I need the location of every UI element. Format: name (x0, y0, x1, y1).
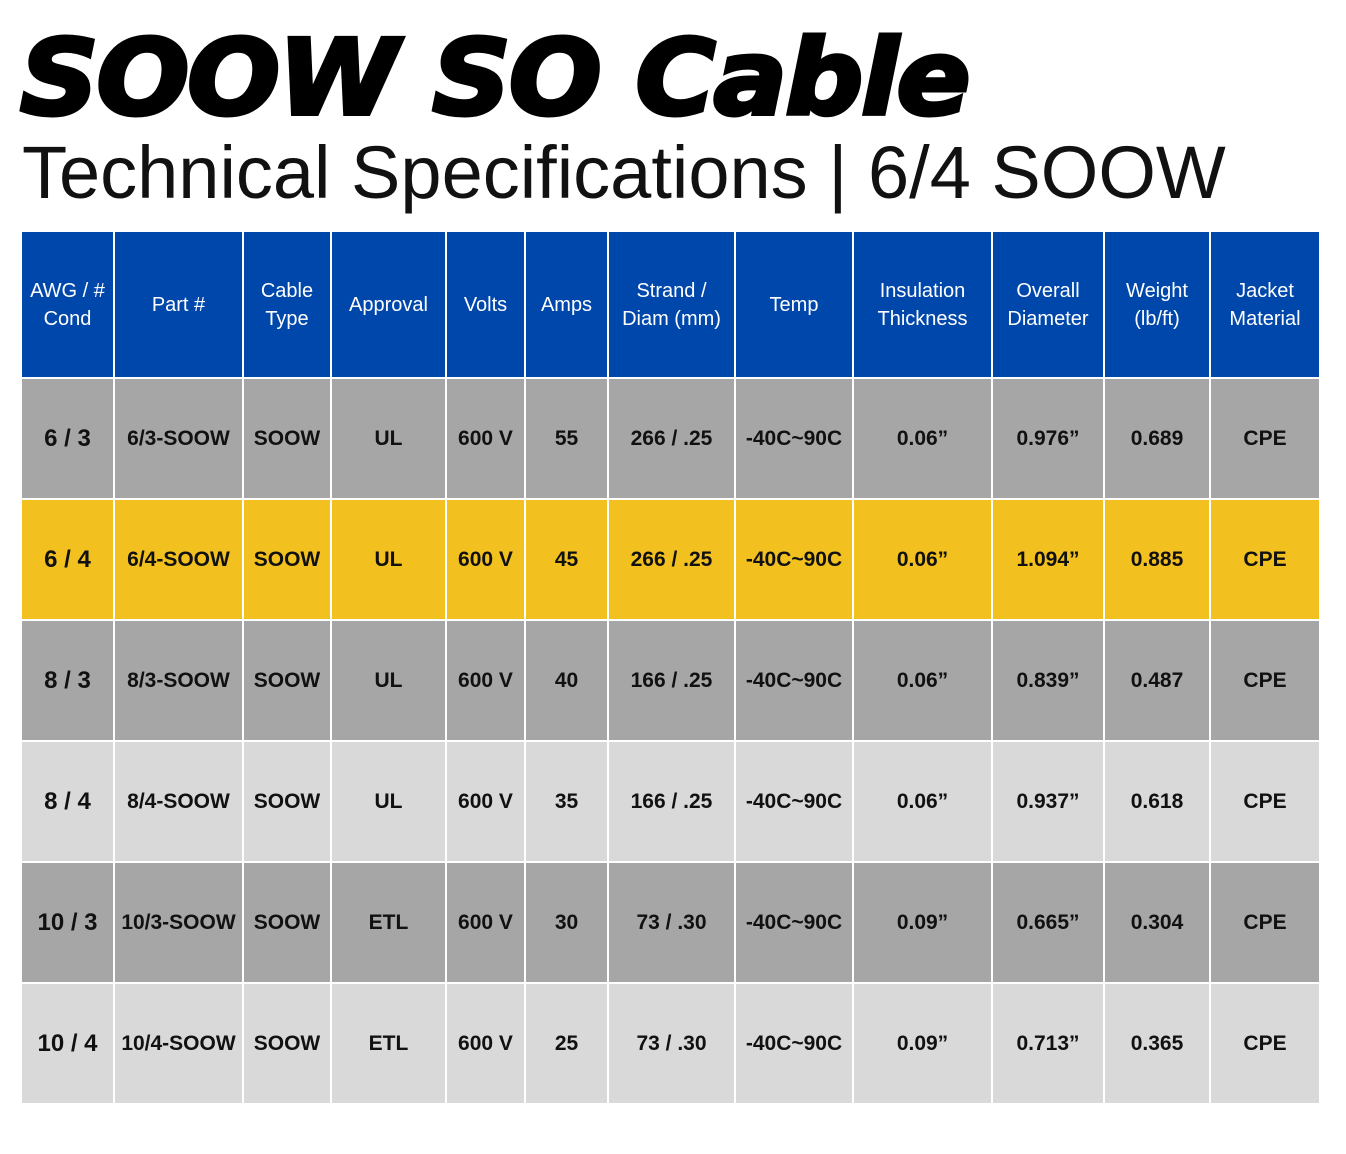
table-cell: 0.839” (993, 621, 1103, 740)
table-row: 8 / 4 8/4-SOOW SOOW UL 600 V 35 166 / .25 -40C~… (22, 742, 1319, 861)
table-cell: 600 V (447, 742, 524, 861)
table-cell: 6/4-SOOW (115, 500, 242, 619)
header-row: AWG / # Cond Part # Cable Type Approval Volt… (22, 232, 1319, 377)
table-cell: 30 (526, 863, 607, 982)
table-cell: 45 (526, 500, 607, 619)
table-cell: 266 / .25 (609, 379, 734, 498)
table-cell: -40C~90C (736, 742, 852, 861)
table-cell: UL (332, 621, 445, 740)
spec-table: AWG / # Cond Part # Cable Type Approval Volt… (20, 230, 1321, 1105)
table-cell: 0.885 (1105, 500, 1209, 619)
table-cell: 0.06” (854, 500, 991, 619)
table-cell: 10 / 3 (22, 863, 113, 982)
column-header: Volts (447, 232, 524, 377)
table-cell: 10/3-SOOW (115, 863, 242, 982)
table-cell: SOOW (244, 984, 330, 1103)
column-header: Strand / Diam (mm) (609, 232, 734, 377)
table-cell: 0.713” (993, 984, 1103, 1103)
table-cell: 6 / 4 (22, 500, 113, 619)
column-header: Temp (736, 232, 852, 377)
table-cell: ETL (332, 863, 445, 982)
table-cell: 600 V (447, 379, 524, 498)
column-header: Jacket Material (1211, 232, 1319, 377)
table-row: 10 / 3 10/3-SOOW SOOW ETL 600 V 30 73 / .30 -40… (22, 863, 1319, 982)
table-cell: 73 / .30 (609, 863, 734, 982)
table-cell: UL (332, 742, 445, 861)
table-cell: 0.09” (854, 984, 991, 1103)
table-cell: SOOW (244, 500, 330, 619)
table-cell: CPE (1211, 984, 1319, 1103)
column-header: Cable Type (244, 232, 330, 377)
table-cell: 73 / .30 (609, 984, 734, 1103)
table-cell: CPE (1211, 621, 1319, 740)
table-cell: 0.665” (993, 863, 1103, 982)
column-header: Part # (115, 232, 242, 377)
page-subtitle: Technical Specifications | 6/4 SOOW (22, 131, 1226, 214)
table-cell: 8/3-SOOW (115, 621, 242, 740)
table-cell: -40C~90C (736, 621, 852, 740)
table-cell: CPE (1211, 500, 1319, 619)
table-body: 6 / 3 6/3-SOOW SOOW UL 600 V 55 266 / .25 -40C~… (22, 379, 1319, 1103)
table-cell: CPE (1211, 742, 1319, 861)
table-cell: -40C~90C (736, 984, 852, 1103)
table-cell: 6/3-SOOW (115, 379, 242, 498)
table-cell: 0.365 (1105, 984, 1209, 1103)
column-header: AWG / # Cond (22, 232, 113, 377)
table-cell: 600 V (447, 621, 524, 740)
table-cell: 0.618 (1105, 742, 1209, 861)
table-cell: SOOW (244, 863, 330, 982)
table-cell: 8/4-SOOW (115, 742, 242, 861)
table-cell: 0.06” (854, 742, 991, 861)
table-cell: 166 / .25 (609, 621, 734, 740)
column-header: Overall Diameter (993, 232, 1103, 377)
page-title: SOOW SO Cable (18, 16, 973, 140)
table-cell: CPE (1211, 379, 1319, 498)
table-cell: UL (332, 379, 445, 498)
table-cell: SOOW (244, 621, 330, 740)
table-cell: 266 / .25 (609, 500, 734, 619)
column-header: Insulation Thickness (854, 232, 991, 377)
table-cell: 0.06” (854, 621, 991, 740)
table-row: 6 / 3 6/3-SOOW SOOW UL 600 V 55 266 / .25 -40C~… (22, 379, 1319, 498)
table-cell: 600 V (447, 863, 524, 982)
table-cell: 0.689 (1105, 379, 1209, 498)
table-cell: 8 / 3 (22, 621, 113, 740)
table-cell: UL (332, 500, 445, 619)
column-header: Approval (332, 232, 445, 377)
table-row: 10 / 4 10/4-SOOW SOOW ETL 600 V 25 73 / .30 -40… (22, 984, 1319, 1103)
table-cell: 8 / 4 (22, 742, 113, 861)
table-cell: -40C~90C (736, 379, 852, 498)
table-cell: 166 / .25 (609, 742, 734, 861)
table-cell: 10 / 4 (22, 984, 113, 1103)
table-cell: 6 / 3 (22, 379, 113, 498)
table-row: 6 / 4 6/4-SOOW SOOW UL 600 V 45 266 / .25 -40C~… (22, 500, 1319, 619)
table-cell: 0.937” (993, 742, 1103, 861)
table-cell: -40C~90C (736, 863, 852, 982)
table-cell: 0.09” (854, 863, 991, 982)
table-cell: 0.487 (1105, 621, 1209, 740)
table-cell: -40C~90C (736, 500, 852, 619)
table-cell: 0.06” (854, 379, 991, 498)
table-cell: 0.304 (1105, 863, 1209, 982)
table-cell: 25 (526, 984, 607, 1103)
table-cell: 1.094” (993, 500, 1103, 619)
table-row: 8 / 3 8/3-SOOW SOOW UL 600 V 40 166 / .25 -40C~… (22, 621, 1319, 740)
table-cell: 40 (526, 621, 607, 740)
column-header: Amps (526, 232, 607, 377)
table-cell: 600 V (447, 984, 524, 1103)
table-cell: 0.976” (993, 379, 1103, 498)
table-cell: CPE (1211, 863, 1319, 982)
table-cell: 10/4-SOOW (115, 984, 242, 1103)
column-header: Weight (lb/ft) (1105, 232, 1209, 377)
table-cell: 600 V (447, 500, 524, 619)
table-cell: SOOW (244, 742, 330, 861)
table-cell: SOOW (244, 379, 330, 498)
table-cell: 55 (526, 379, 607, 498)
table-cell: ETL (332, 984, 445, 1103)
table-cell: 35 (526, 742, 607, 861)
